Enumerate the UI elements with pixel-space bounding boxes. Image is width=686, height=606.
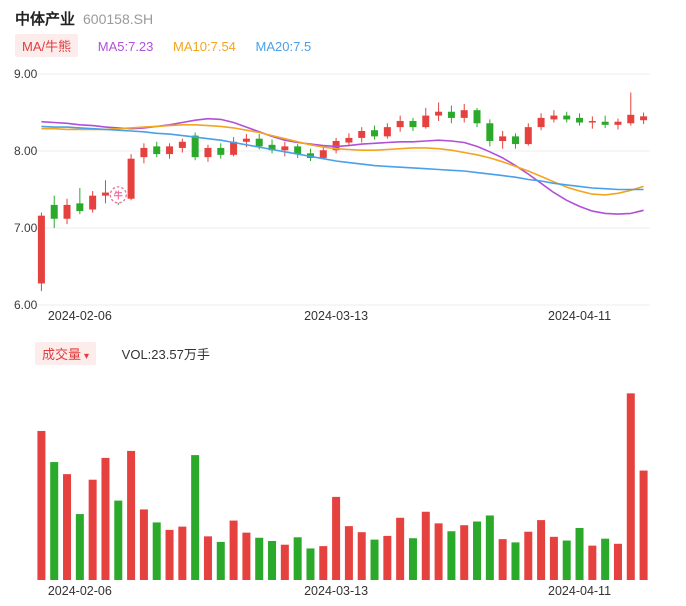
chart-header: 中体产业 600158.SH [15, 8, 153, 29]
svg-text:9.00: 9.00 [14, 67, 38, 81]
ma-indicator-selector[interactable]: MA/牛熊 [15, 34, 79, 57]
volume-header: 成交量 ▾ VOL:23.57万手 [35, 342, 210, 365]
svg-text:2024-03-13: 2024-03-13 [304, 584, 368, 598]
svg-text:2024-04-11: 2024-04-11 [548, 309, 611, 323]
ma20-value: MA20:7.5 [255, 39, 312, 54]
main-chart-svg[interactable]: 9.00 8.00 7.00 6.00 2024-02-06 2024-03-13 2024… [0, 58, 686, 328]
volume-indicator-selector[interactable]: 成交量 ▾ [35, 342, 97, 365]
svg-text:2024-02-06: 2024-02-06 [48, 309, 112, 323]
volume-tag-label: 成交量 [42, 347, 82, 362]
svg-text:7.00: 7.00 [14, 221, 38, 235]
stock-name: 中体产业 [15, 11, 76, 28]
svg-text:2024-03-13: 2024-03-13 [304, 309, 368, 323]
svg-text:6.00: 6.00 [14, 298, 38, 312]
svg-text:2024-02-06: 2024-02-06 [48, 584, 112, 598]
indicator-legend: MA/牛熊 MA5:7.23 MA10:7.54 MA20:7.5 [15, 34, 311, 57]
svg-text:8.00: 8.00 [14, 144, 38, 158]
volume-readout: VOL:23.57万手 [121, 347, 210, 362]
caret-down-icon: ▾ [84, 351, 90, 362]
ma10-value: MA10:7.54 [173, 39, 236, 54]
svg-text:2024-04-11: 2024-04-11 [548, 584, 611, 598]
stock-code: 600158.SH [83, 11, 154, 27]
volume-chart-svg[interactable]: 2024-02-06 2024-03-13 2024-04-11 [0, 368, 686, 604]
ma5-value: MA5:7.23 [97, 39, 154, 54]
svg-text:牛: 牛 [114, 189, 123, 200]
bull-signal-icon: 牛 [109, 186, 127, 204]
